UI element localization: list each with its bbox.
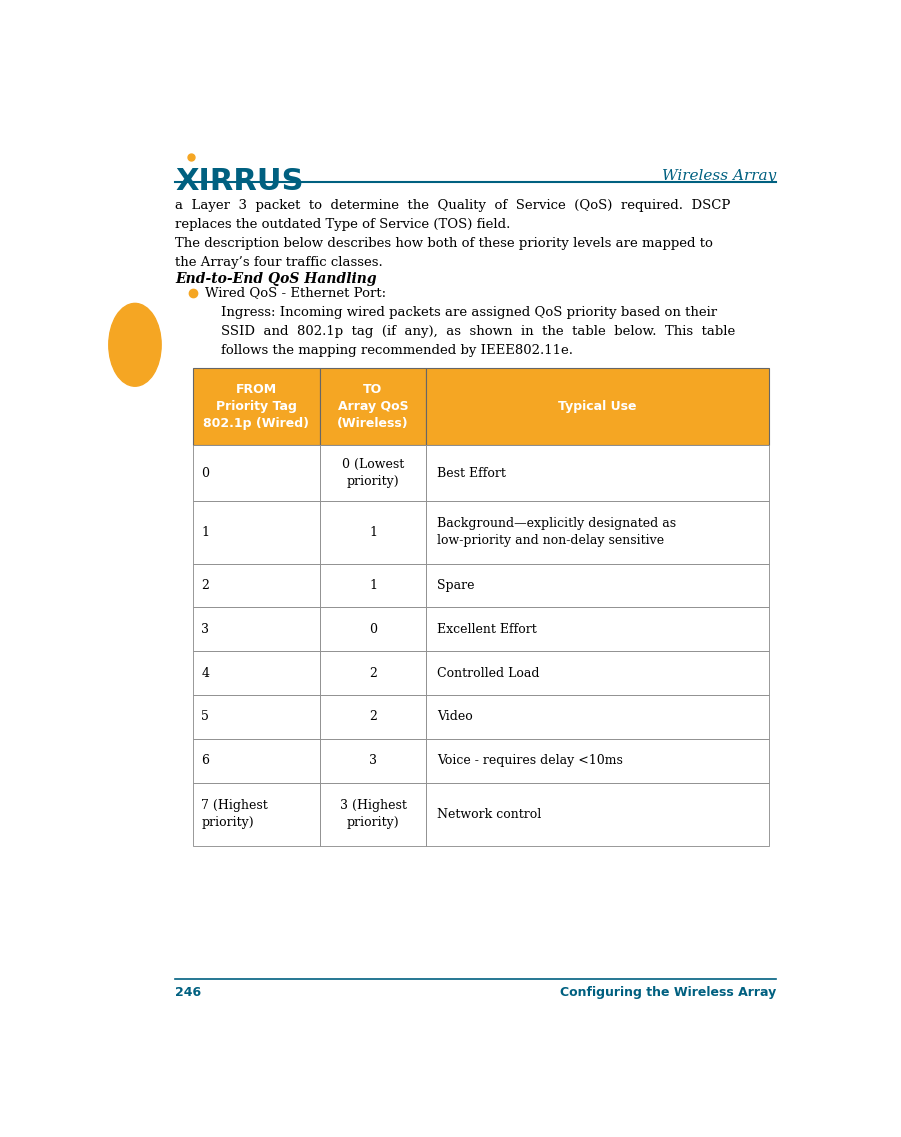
Text: Ingress: Incoming wired packets are assigned QoS priority based on their
SSID  a: Ingress: Incoming wired packets are assi… bbox=[221, 306, 735, 357]
Text: Video: Video bbox=[437, 711, 472, 723]
Text: 1: 1 bbox=[369, 525, 377, 539]
Bar bbox=[193, 446, 320, 500]
Bar bbox=[320, 782, 426, 846]
Text: FROM
Priority Tag
802.1p (Wired): FROM Priority Tag 802.1p (Wired) bbox=[204, 383, 309, 431]
Text: 6: 6 bbox=[201, 754, 209, 767]
Text: 0: 0 bbox=[201, 466, 209, 480]
Bar bbox=[426, 446, 769, 500]
Bar bbox=[193, 782, 320, 846]
Text: 2: 2 bbox=[369, 711, 377, 723]
Bar bbox=[426, 564, 769, 607]
Bar bbox=[320, 607, 426, 652]
Text: Controlled Load: Controlled Load bbox=[437, 666, 539, 680]
Text: 2: 2 bbox=[201, 579, 209, 592]
Bar bbox=[193, 739, 320, 782]
Bar bbox=[193, 500, 320, 564]
Bar bbox=[193, 564, 320, 607]
Text: The description below describes how both of these priority levels are mapped to
: The description below describes how both… bbox=[176, 238, 714, 269]
Text: 1: 1 bbox=[369, 579, 377, 592]
Bar bbox=[320, 652, 426, 695]
Text: Wireless Array: Wireless Array bbox=[661, 168, 776, 183]
Ellipse shape bbox=[109, 304, 161, 387]
Bar bbox=[320, 446, 426, 500]
Bar bbox=[426, 652, 769, 695]
Text: 246: 246 bbox=[176, 986, 202, 998]
Bar bbox=[320, 500, 426, 564]
Bar bbox=[193, 368, 320, 446]
Text: 5: 5 bbox=[201, 711, 209, 723]
Text: Network control: Network control bbox=[437, 807, 541, 821]
Text: 0 (Lowest
priority): 0 (Lowest priority) bbox=[341, 458, 404, 488]
Bar bbox=[193, 695, 320, 739]
Text: a  Layer  3  packet  to  determine  the  Quality  of  Service  (QoS)  required. : a Layer 3 packet to determine the Qualit… bbox=[176, 199, 731, 232]
Text: 3: 3 bbox=[369, 754, 377, 767]
Bar bbox=[426, 739, 769, 782]
Text: Best Effort: Best Effort bbox=[437, 466, 505, 480]
Bar bbox=[193, 607, 320, 652]
Text: 7 (Highest
priority): 7 (Highest priority) bbox=[201, 799, 268, 829]
Text: 2: 2 bbox=[369, 666, 377, 680]
Bar bbox=[426, 500, 769, 564]
Text: Spare: Spare bbox=[437, 579, 474, 592]
Bar bbox=[320, 695, 426, 739]
Text: Wired QoS - Ethernet Port:: Wired QoS - Ethernet Port: bbox=[205, 285, 386, 299]
Bar bbox=[426, 782, 769, 846]
Text: XIRRUS: XIRRUS bbox=[176, 167, 304, 196]
Text: 3 (Highest
priority): 3 (Highest priority) bbox=[340, 799, 406, 829]
Bar bbox=[193, 652, 320, 695]
Bar bbox=[320, 564, 426, 607]
Bar bbox=[426, 695, 769, 739]
Bar bbox=[426, 368, 769, 446]
Bar bbox=[320, 368, 426, 446]
Text: 4: 4 bbox=[201, 666, 209, 680]
Bar bbox=[320, 739, 426, 782]
Text: 0: 0 bbox=[369, 623, 377, 636]
Text: 1: 1 bbox=[201, 525, 209, 539]
Text: Background—explicitly designated as
low-priority and non-delay sensitive: Background—explicitly designated as low-… bbox=[437, 517, 676, 547]
Bar bbox=[426, 607, 769, 652]
Text: End-to-End QoS Handling: End-to-End QoS Handling bbox=[176, 272, 378, 287]
Text: Typical Use: Typical Use bbox=[559, 400, 637, 414]
Text: Excellent Effort: Excellent Effort bbox=[437, 623, 536, 636]
Text: TO
Array QoS
(Wireless): TO Array QoS (Wireless) bbox=[337, 383, 409, 431]
Text: Voice - requires delay <10ms: Voice - requires delay <10ms bbox=[437, 754, 623, 767]
Text: Configuring the Wireless Array: Configuring the Wireless Array bbox=[560, 986, 776, 998]
Text: 3: 3 bbox=[201, 623, 209, 636]
